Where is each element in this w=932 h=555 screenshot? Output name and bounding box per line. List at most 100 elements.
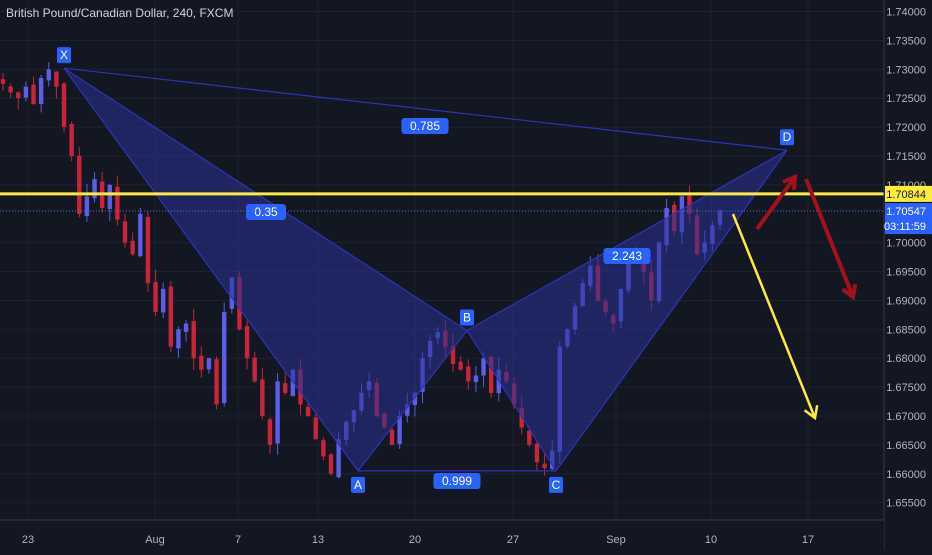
price-axis[interactable]: 1.74000 1.73500 1.73000 1.72500 1.72000 1.715…	[883, 0, 932, 550]
candle-body	[488, 356, 494, 393]
point-label: B	[463, 310, 471, 324]
current-price-tag: 1.70547	[886, 206, 926, 218]
ratio-label-bg	[433, 473, 481, 489]
point-label: A	[354, 478, 362, 492]
candle-body	[84, 196, 90, 217]
candle-body	[267, 419, 273, 445]
candle-body	[69, 123, 74, 156]
candle-body	[466, 366, 471, 382]
time-tick-label: Sep	[606, 534, 626, 546]
time-tick-label: 17	[802, 534, 814, 546]
point-label-bg	[460, 309, 474, 326]
candle-body	[16, 92, 21, 99]
candle-body	[283, 383, 288, 393]
point-label-bg	[780, 129, 794, 146]
candle-body	[199, 355, 204, 370]
price-tick-label: 1.65500	[886, 498, 926, 510]
time-axis-bg	[0, 520, 884, 550]
candle-body	[305, 406, 311, 416]
candle-body	[405, 404, 410, 416]
price-tick-label: 1.72500	[886, 93, 926, 105]
candle-body	[222, 312, 227, 404]
candle-body	[0, 79, 6, 84]
time-tick-label: 13	[312, 534, 324, 546]
candle-body	[473, 375, 479, 383]
price-axis-bg	[884, 0, 932, 550]
price-tick-label: 1.72000	[886, 122, 926, 134]
red-up-arrow[interactable]	[755, 173, 798, 231]
ratio-label-bg	[603, 248, 651, 264]
chart-title: British Pound/Canadian Dollar, 240, FXCM	[6, 6, 234, 20]
ratio-label: 0.35	[254, 205, 278, 219]
candle-body	[313, 417, 318, 440]
price-tick-label: 1.69000	[886, 295, 926, 307]
candle-body	[107, 184, 112, 210]
current-price-tag-bg	[885, 203, 932, 235]
candle-body	[92, 179, 97, 199]
level-price-tag-bg	[885, 185, 932, 202]
ratio-label: 2.243	[612, 249, 642, 263]
candle-body	[130, 240, 135, 255]
candle-body	[54, 71, 59, 87]
red-up-arrow-shaft	[755, 175, 797, 231]
point-label-bg	[549, 476, 563, 493]
red-down-arrow[interactable]	[804, 178, 858, 301]
candle-body	[145, 216, 151, 284]
harmonic-pattern[interactable]: 0.35 0.999 2.243 0.785 X A B C D	[57, 47, 794, 493]
time-tick-label: 27	[507, 534, 519, 546]
candle-body	[214, 359, 219, 405]
candle-body	[23, 86, 29, 98]
candle-body	[160, 288, 166, 313]
level-price-tag: 1.70844	[886, 189, 926, 201]
candle-body	[397, 416, 402, 445]
candle-body	[38, 78, 44, 105]
yellow-down-arrow-head	[803, 404, 819, 421]
candle-body	[542, 463, 547, 468]
time-tick-label: 7	[235, 534, 241, 546]
candle-body	[328, 454, 334, 474]
ratio-label-bg	[401, 118, 449, 134]
candle-body	[176, 329, 181, 349]
candle-body	[206, 358, 212, 370]
candle-body	[527, 430, 532, 445]
candle-body	[450, 346, 456, 364]
point-label: X	[60, 48, 68, 62]
candle-body	[260, 379, 265, 416]
price-tick-label: 1.67000	[886, 411, 926, 423]
price-tick-label: 1.68500	[886, 324, 926, 336]
candle-body	[31, 84, 36, 104]
candle-body	[389, 429, 395, 445]
price-tick-label: 1.67500	[886, 382, 926, 394]
candle-body	[244, 325, 250, 359]
candle-body	[122, 221, 128, 243]
price-tick-label: 1.70000	[886, 238, 926, 250]
price-tick-label: 1.69500	[886, 267, 926, 279]
yellow-down-arrow[interactable]	[731, 213, 819, 421]
candle-body	[8, 86, 13, 93]
point-label: D	[783, 130, 792, 144]
candle-body	[46, 69, 51, 81]
price-tick-label: 1.73500	[886, 35, 926, 47]
price-tick-label: 1.66500	[886, 440, 926, 452]
candle-body	[412, 392, 418, 405]
candle-body	[77, 155, 82, 214]
yellow-down-arrow-shaft	[731, 213, 817, 419]
time-axis[interactable]: 23 Aug 7 13 20 27 Sep 10 17	[0, 519, 884, 550]
candle-body	[458, 361, 463, 370]
point-label: C	[552, 478, 561, 492]
red-down-arrow-head	[841, 283, 858, 301]
candle-body	[252, 357, 257, 382]
candle-body	[115, 186, 120, 220]
time-tick-label: 23	[22, 534, 34, 546]
time-tick-label: Aug	[145, 534, 165, 546]
candle-body	[183, 323, 189, 332]
price-tick-label: 1.68000	[886, 353, 926, 365]
point-label-bg	[57, 47, 71, 64]
candle-body	[336, 439, 341, 478]
candle-body	[290, 369, 296, 397]
candle-body	[191, 321, 196, 359]
price-tick-label: 1.71500	[886, 151, 926, 163]
